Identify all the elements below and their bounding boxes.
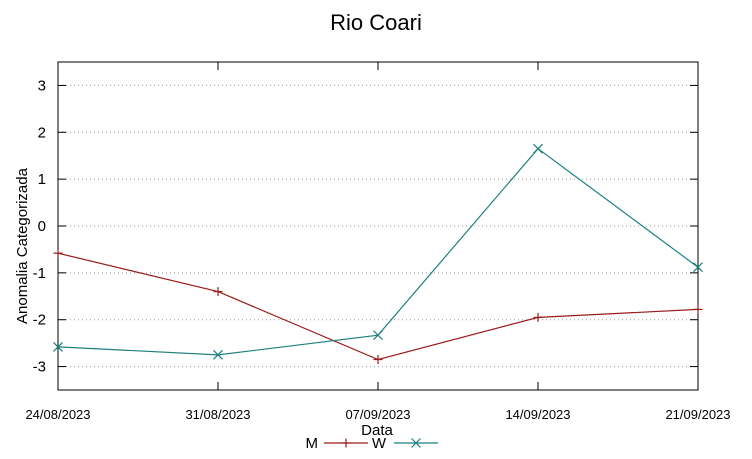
- y-tick-label: 0: [38, 218, 46, 235]
- x-tick-label: 31/08/2023: [185, 407, 250, 422]
- x-axis-label: Data: [361, 422, 393, 439]
- data-point-m: [373, 355, 383, 365]
- x-axis-ticks: 24/08/2023 31/08/2023 07/09/2023 14/09/2023…: [25, 62, 731, 422]
- y-axis-label: Anomalia Categorizada: [14, 167, 31, 324]
- y-tick-label: -3: [33, 359, 46, 376]
- chart-title: Rio Coari: [330, 10, 422, 35]
- x-tick-label: 14/09/2023: [505, 407, 570, 422]
- data-point-w: [53, 341, 63, 352]
- y-tick-label: -1: [33, 265, 46, 282]
- y-tick-label: 3: [38, 77, 46, 94]
- grid-lines: [58, 84, 698, 368]
- data-point-m: [533, 312, 543, 322]
- legend-label-m: M: [306, 435, 319, 452]
- x-tick-label: 07/09/2023: [345, 407, 410, 422]
- x-tick-label: 21/09/2023: [665, 407, 730, 422]
- data-point-w: [693, 262, 703, 273]
- data-point-m: [213, 287, 223, 297]
- data-point-w: [213, 349, 223, 360]
- series-group: [53, 143, 703, 365]
- data-point-m: [693, 304, 703, 314]
- y-tick-label: 2: [38, 124, 46, 141]
- legend-label-w: W: [372, 435, 387, 452]
- y-tick-label: -2: [33, 312, 46, 329]
- y-axis-ticks: 3 2 1 0 -1 -2 -3: [33, 77, 698, 376]
- data-point-m: [53, 248, 63, 258]
- series-line-m: [57, 252, 699, 361]
- x-tick-label: 24/08/2023: [25, 407, 90, 422]
- data-point-w: [533, 143, 543, 154]
- legend-marker-w: [411, 438, 421, 448]
- data-point-w: [373, 330, 383, 341]
- legend-marker-m: [341, 438, 351, 448]
- y-tick-label: 1: [38, 171, 46, 188]
